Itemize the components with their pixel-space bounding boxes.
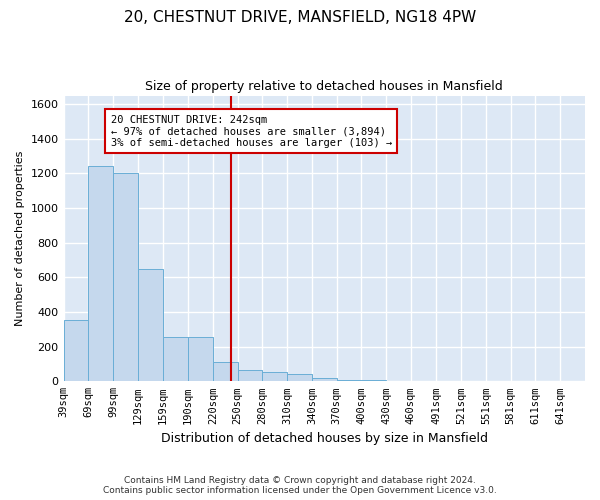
Text: 20, CHESTNUT DRIVE, MANSFIELD, NG18 4PW: 20, CHESTNUT DRIVE, MANSFIELD, NG18 4PW [124, 10, 476, 25]
Bar [238, 370, 262, 382]
Bar [64, 320, 88, 382]
Y-axis label: Number of detached properties: Number of detached properties [15, 150, 25, 326]
Bar [88, 166, 113, 382]
Bar [113, 172, 138, 382]
Text: Contains HM Land Registry data © Crown copyright and database right 2024.
Contai: Contains HM Land Registry data © Crown c… [103, 476, 497, 495]
Bar [312, 378, 337, 382]
Bar [287, 374, 312, 382]
Text: 20 CHESTNUT DRIVE: 242sqm
← 97% of detached houses are smaller (3,894)
3% of sem: 20 CHESTNUT DRIVE: 242sqm ← 97% of detac… [110, 114, 392, 148]
Title: Size of property relative to detached houses in Mansfield: Size of property relative to detached ho… [145, 80, 503, 93]
Bar [361, 380, 386, 382]
Bar [337, 380, 361, 382]
Bar [138, 268, 163, 382]
Bar [163, 336, 188, 382]
Bar [188, 336, 213, 382]
Bar [213, 362, 238, 382]
X-axis label: Distribution of detached houses by size in Mansfield: Distribution of detached houses by size … [161, 432, 488, 445]
Bar [262, 372, 287, 382]
